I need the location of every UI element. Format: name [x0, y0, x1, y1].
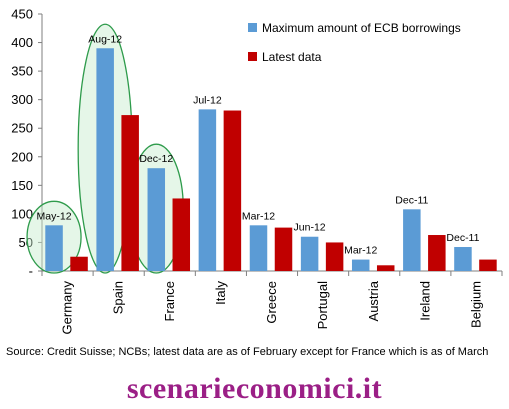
bar-max-borrowing	[147, 168, 166, 271]
legend-swatch-latest	[248, 52, 257, 61]
data-labels: May-12 Aug-12 Dec-12 Jul-12 Mar-12 Jun-12 Mar-…	[37, 33, 480, 256]
x-tick-label: France	[162, 281, 177, 321]
y-tick-label: 50	[19, 235, 33, 250]
bar-latest-data	[274, 227, 293, 271]
bar-latest-data	[376, 265, 395, 271]
bar-latest-data	[70, 256, 88, 271]
x-tick-label: Austria	[366, 280, 381, 321]
bar-latest-data	[172, 198, 191, 271]
x-tick-label: Spain	[111, 281, 126, 314]
y-tick-label: 250	[11, 121, 33, 136]
bar-latest-data	[325, 242, 344, 271]
bar-max-borrowing	[454, 247, 472, 271]
data-label-date: Mar-12	[242, 210, 275, 222]
data-label-date: Dec-11	[395, 194, 428, 206]
legend: Maximum amount of ECB borrowings Latest …	[248, 21, 461, 64]
x-tick-label: Ireland	[417, 281, 432, 321]
x-tick-label: Italy	[213, 281, 228, 305]
source-note: Source: Credit Suisse; NCBs; latest data…	[6, 346, 489, 358]
data-label-date: Jul-12	[193, 94, 222, 106]
bar-max-borrowing	[249, 225, 268, 271]
data-label-date: Dec-12	[139, 153, 173, 165]
bar-latest-data	[479, 259, 497, 271]
y-tick-label: 300	[11, 92, 33, 107]
legend-label-max: Maximum amount of ECB borrowings	[262, 21, 461, 35]
legend-swatch-max	[248, 23, 257, 32]
x-tick-label: Germany	[60, 281, 75, 335]
bar-max-borrowing	[45, 225, 63, 271]
y-tick-label: 150	[11, 178, 33, 193]
data-label-date: Mar-12	[344, 245, 377, 257]
bar-max-borrowing	[300, 236, 319, 271]
data-label-date: May-12	[37, 210, 72, 222]
bar-max-borrowing	[96, 48, 114, 272]
bar-max-borrowing	[351, 259, 370, 271]
x-tick-label: Belgium	[468, 281, 483, 328]
bar-max-borrowing	[403, 209, 421, 271]
ecb-borrowings-chart: - 50 100 150 200 250 300 350 400 450 Germany Spain F…	[11, 7, 503, 335]
bar-latest-data	[223, 110, 242, 271]
y-tick-label: 200	[11, 149, 33, 164]
x-tick-label: Greece	[264, 281, 279, 324]
y-tick-label: 100	[11, 206, 33, 221]
data-label-date: Dec-11	[446, 232, 479, 244]
bar-latest-data	[121, 115, 139, 271]
data-label-date: Aug-12	[88, 33, 122, 45]
bar-max-borrowing	[198, 109, 217, 272]
bar-latest-data	[428, 235, 446, 271]
bars	[45, 48, 497, 272]
y-tick-label: 400	[11, 35, 33, 50]
y-tick-label: 350	[11, 64, 33, 79]
y-tick-label: 450	[11, 7, 33, 22]
axes: - 50 100 150 200 250 300 350 400 450 Germany Spain F…	[11, 7, 503, 335]
legend-label-latest: Latest data	[262, 50, 322, 64]
x-tick-label: Portugal	[315, 281, 330, 330]
y-tick-label: -	[29, 264, 33, 279]
watermark: scenarieconomici.it	[126, 372, 383, 405]
data-label-date: Jun-12	[294, 222, 326, 234]
